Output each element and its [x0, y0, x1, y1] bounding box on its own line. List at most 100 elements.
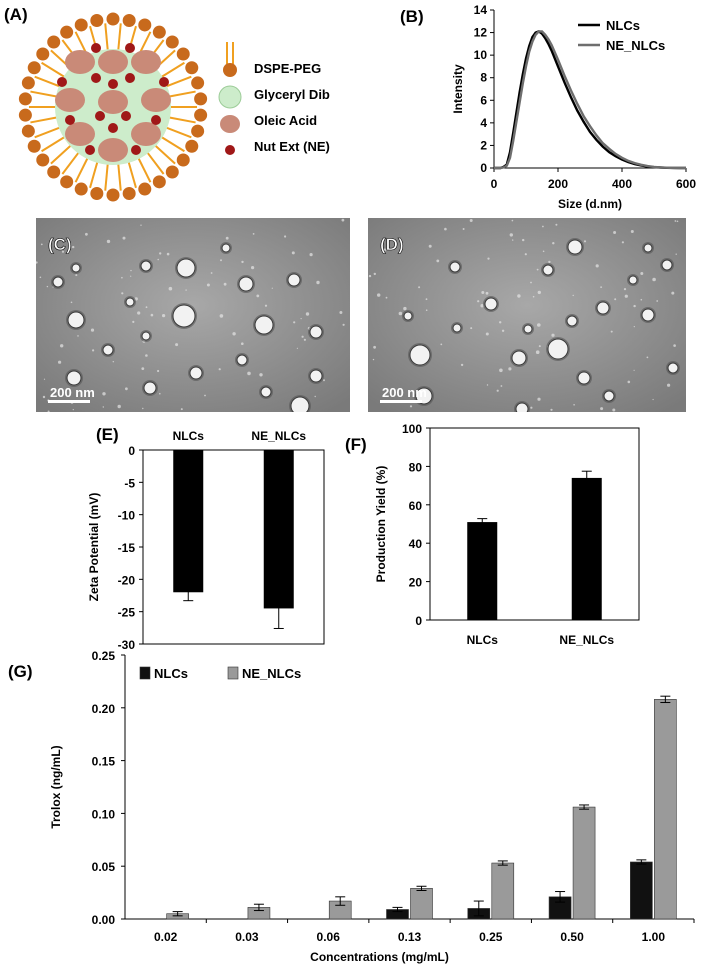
small-particle: [372, 358, 375, 361]
bar-ne-nlcs: [491, 862, 515, 920]
oleic-acid-droplet: [131, 122, 161, 146]
small-particle: [487, 257, 490, 260]
peg-chain: [164, 126, 192, 139]
small-particle: [537, 397, 541, 401]
small-particle: [486, 384, 489, 386]
panel-letter: (E): [96, 425, 119, 444]
y-tick-label: -15: [118, 541, 136, 555]
nanoparticle: [547, 338, 569, 360]
small-particle: [141, 367, 145, 370]
small-particle: [271, 287, 273, 289]
small-particle: [145, 354, 148, 357]
scale-bar: [380, 400, 422, 403]
small-particle: [300, 318, 302, 320]
small-particle: [535, 350, 540, 354]
nanoparticle: [403, 311, 413, 321]
x-tick-label: 0.25: [479, 930, 503, 944]
small-particle: [676, 220, 679, 223]
y-tick-label: 100: [402, 422, 422, 436]
small-particle: [501, 329, 505, 332]
nut-extract-dot: [91, 73, 101, 83]
y-tick-label: 0.20: [92, 702, 116, 716]
small-particle: [425, 309, 428, 311]
nanoparticle: [125, 297, 135, 307]
peg-head: [74, 182, 88, 196]
panel-c-micrograph: (C) 200 nm: [36, 218, 350, 412]
small-particle: [60, 344, 64, 348]
y-tick-label: 6: [480, 93, 487, 107]
oleic-acid-droplet: [141, 88, 171, 112]
small-particle: [537, 290, 541, 295]
small-particle: [621, 241, 624, 244]
x-tick-label: 0.50: [560, 930, 584, 944]
oleic-acid-droplet: [65, 50, 95, 74]
small-particle: [125, 387, 128, 391]
panel-b-letter: (B): [400, 7, 424, 26]
nanoparticle: [238, 276, 254, 292]
small-particle: [656, 300, 659, 302]
x-tick-label: 0: [491, 177, 498, 191]
y-tick-label: 0.25: [92, 649, 116, 663]
oleic-acid-droplet: [131, 50, 161, 74]
small-particle: [500, 385, 503, 387]
x-tick-label: 0.03: [235, 930, 259, 944]
panel-letter: (F): [345, 435, 367, 454]
panel-e-chart: (E) 0 -5 -10 -15 -20 -25 -30 Zeta Potential (mV)…: [87, 425, 325, 652]
small-particle: [548, 260, 551, 264]
small-particle: [75, 274, 78, 277]
small-particle: [613, 231, 617, 234]
small-particle: [530, 406, 533, 409]
panel-letter: (D): [380, 235, 404, 254]
y-tick-label: 4: [480, 116, 487, 130]
legend-label: Glyceryl Dibehenate: [254, 87, 330, 102]
y-tick-label: 20: [409, 576, 423, 590]
legend-swatch: [139, 666, 151, 680]
legend-swatch: [227, 666, 239, 680]
peg-head: [27, 139, 41, 153]
small-particle: [220, 259, 222, 262]
y-tick-label: 0.00: [92, 913, 116, 927]
nut-extract-dot: [125, 73, 135, 83]
small-particle: [612, 408, 616, 412]
small-particle: [166, 252, 170, 256]
small-particle: [551, 333, 555, 337]
small-particle: [496, 389, 499, 392]
small-particle: [122, 236, 126, 240]
small-particle: [157, 258, 159, 261]
small-particle: [537, 323, 541, 327]
y-tick-label: 60: [409, 499, 423, 513]
small-particle: [206, 283, 210, 287]
x-axis-label: Size (d.nm): [558, 197, 622, 211]
small-particle: [58, 360, 62, 364]
small-particle: [130, 269, 132, 272]
small-particle: [517, 294, 521, 298]
small-particle: [316, 280, 320, 285]
small-particle: [241, 260, 244, 264]
peg-chain: [167, 116, 196, 124]
x-tick-label: 400: [612, 177, 632, 191]
nut-extract-dot: [65, 115, 75, 125]
small-particle: [652, 277, 656, 282]
small-particle: [77, 335, 79, 337]
small-particle: [150, 313, 154, 317]
y-tick-label: 0.15: [92, 755, 116, 769]
peg-head: [21, 124, 35, 138]
nanoparticle: [290, 396, 310, 412]
small-particle: [485, 291, 489, 295]
x-tick-label: 0.06: [317, 930, 341, 944]
peg-chain: [41, 61, 66, 79]
small-particle: [185, 289, 187, 291]
small-particle: [550, 408, 553, 411]
nut-extract-dot: [108, 79, 118, 89]
small-particle: [552, 242, 555, 245]
small-particle: [342, 323, 345, 326]
small-particle: [509, 233, 513, 237]
small-particle: [121, 292, 124, 295]
y-tick-label: 8: [480, 71, 487, 85]
small-particle: [137, 311, 141, 315]
bar-nlcs: [630, 861, 653, 920]
small-particle: [485, 332, 489, 336]
nanoparticle: [189, 366, 203, 380]
small-particle: [480, 304, 484, 308]
nanoparticle: [254, 315, 274, 335]
